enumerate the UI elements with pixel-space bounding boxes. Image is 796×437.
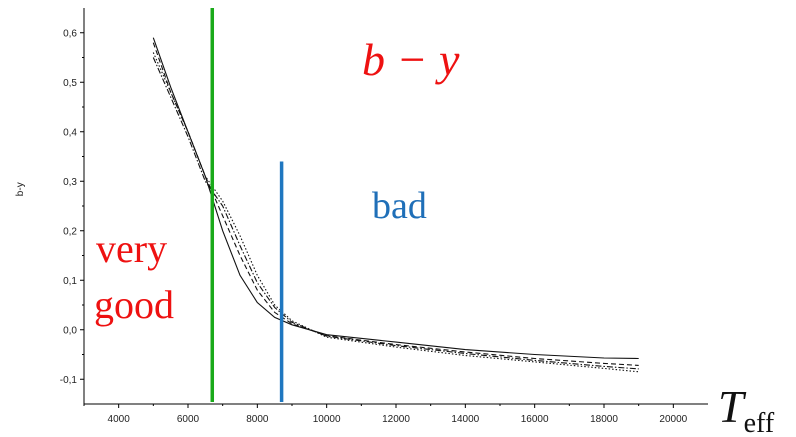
x-tick-label: 14000 [451, 414, 479, 425]
y-tick-label: 0,3 [63, 177, 77, 188]
annotation-teff: Teff [718, 381, 775, 437]
annotation-b-y: b − y [362, 34, 460, 85]
x-tick-label: 8000 [246, 414, 269, 425]
reference-lines [210, 8, 284, 402]
x-tick-label: 6000 [177, 414, 200, 425]
y-tick-label: 0,4 [63, 127, 77, 138]
x-tick-label: 12000 [382, 414, 410, 425]
annotation-bad: bad [372, 185, 427, 227]
annotation-very: very [96, 226, 167, 271]
y-tick-label: 0,0 [63, 325, 77, 336]
teff-symbol: T [718, 381, 747, 432]
series-line-2 [152, 42, 639, 366]
y-tick-label: 0,2 [63, 226, 77, 237]
y-tick-label: 0,6 [63, 28, 77, 39]
x-tick-label: 10000 [313, 414, 341, 425]
x-tick-label: 20000 [659, 414, 687, 425]
y-tick-label: 0,1 [63, 276, 77, 287]
x-tick-label: 4000 [108, 414, 131, 425]
series-line-4 [152, 57, 639, 370]
x-tick-label: 18000 [590, 414, 618, 425]
x-ticks: 4000 6000 8000 10000 12000 14000 16000 18000 200… [83, 404, 688, 425]
y-axis-label: b-y [15, 182, 26, 196]
y-tick-label: -0,1 [60, 375, 78, 386]
annotation-good: good [94, 282, 174, 327]
y-tick-label: 0,5 [63, 78, 77, 89]
series-layer [152, 37, 639, 373]
series-line-3 [152, 52, 639, 373]
teff-subscript: eff [744, 408, 775, 437]
x-tick-label: 16000 [521, 414, 549, 425]
y-ticks: -0,1 0,0 0,1 0,2 0,3 0,4 0,5 0,6 [60, 28, 84, 386]
